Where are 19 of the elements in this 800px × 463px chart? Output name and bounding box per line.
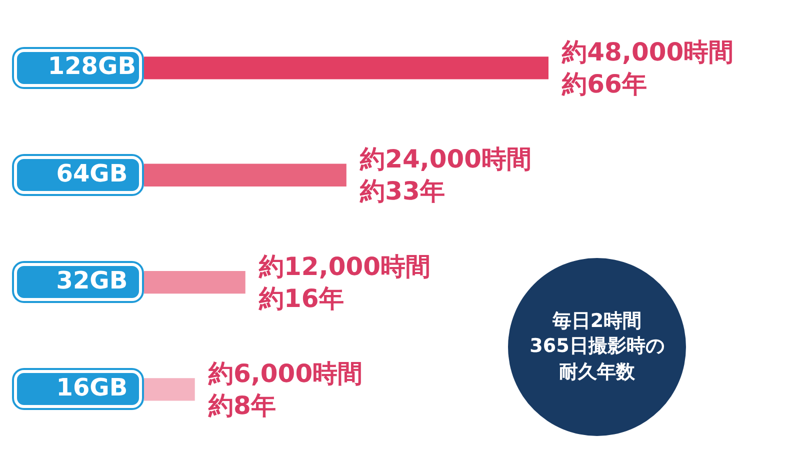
annotation: 約66年 xyxy=(561,69,647,98)
text: 耐久年数 xyxy=(559,360,635,385)
annotation: 365日撮影時の xyxy=(530,334,664,360)
bar xyxy=(144,56,548,80)
text: 毎日2時間 xyxy=(552,308,642,334)
data-label: 約24,000時間 xyxy=(359,144,532,174)
y-tick-label: 64GB xyxy=(56,159,128,188)
bar xyxy=(144,164,346,186)
bar xyxy=(144,378,195,401)
y-tick-label: 128GB xyxy=(48,52,136,80)
annotation: 約33年 xyxy=(359,176,445,206)
bar xyxy=(144,270,246,294)
y-tick-label: 16GB xyxy=(56,374,128,402)
y-tick-label: 32GB xyxy=(56,266,128,295)
data-label: 約48,000時間 xyxy=(561,37,734,66)
annotation: 約16年 xyxy=(258,284,344,313)
data-label: 約6,000時間 xyxy=(208,358,363,388)
annotation: 約8年 xyxy=(208,390,276,420)
data-label: 約12,000時間 xyxy=(258,252,431,281)
